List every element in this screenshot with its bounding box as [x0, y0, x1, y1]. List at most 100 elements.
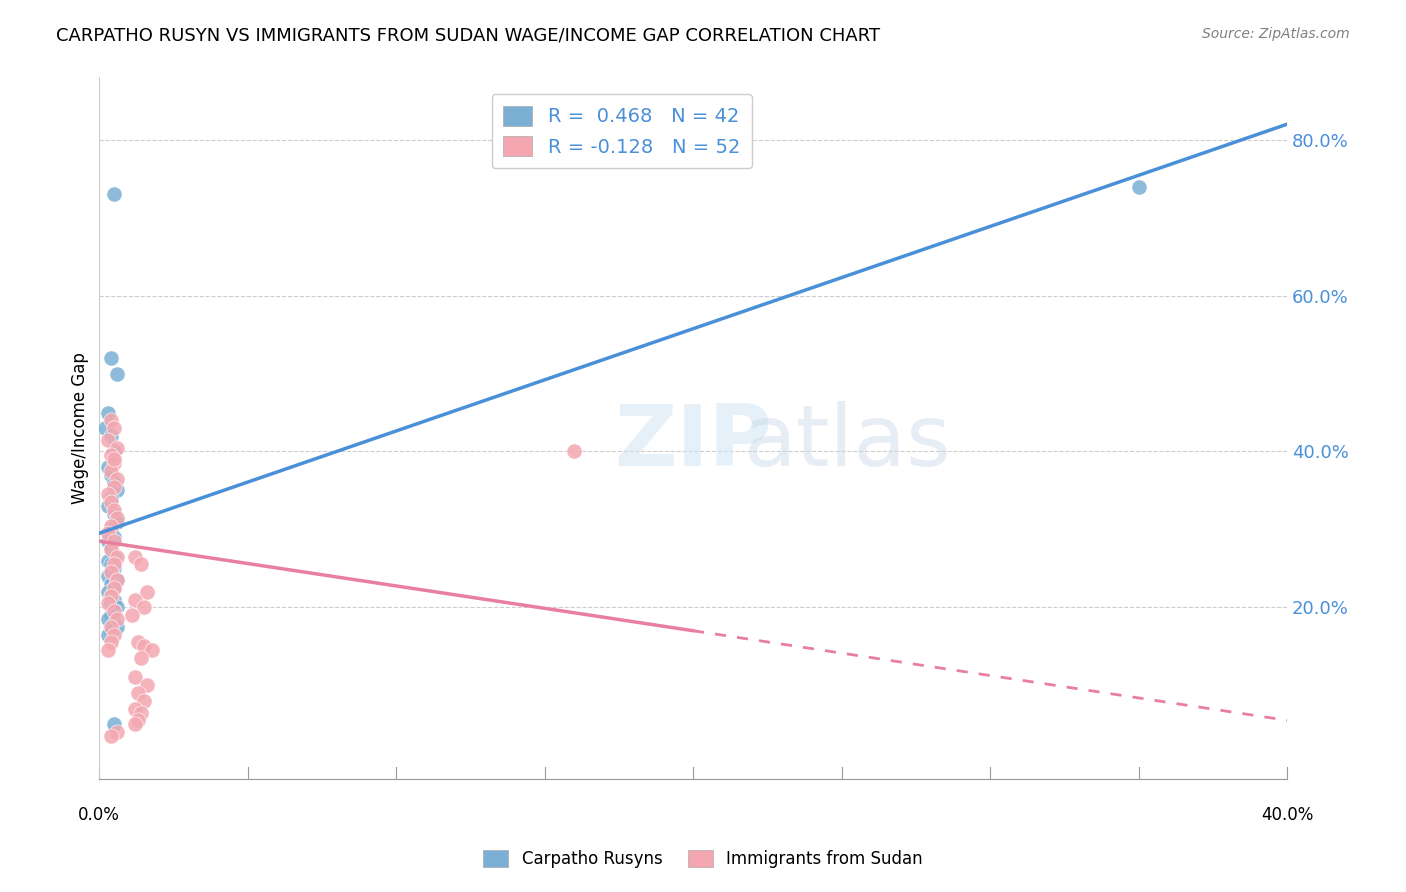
Point — [103, 507, 125, 521]
Point — [105, 367, 128, 381]
Legend: Carpatho Rusyns, Immigrants from Sudan: Carpatho Rusyns, Immigrants from Sudan — [477, 843, 929, 875]
Point — [97, 460, 120, 475]
Point — [100, 729, 122, 743]
Y-axis label: Wage/Income Gap: Wage/Income Gap — [72, 352, 89, 504]
Point — [132, 600, 155, 615]
Point — [100, 620, 122, 634]
Point — [124, 717, 146, 731]
Point — [129, 558, 152, 572]
Point — [124, 592, 146, 607]
Point — [135, 584, 157, 599]
Point — [132, 694, 155, 708]
Point — [100, 541, 122, 556]
Point — [100, 523, 122, 537]
Point — [103, 549, 125, 564]
Point — [97, 553, 120, 567]
Point — [129, 706, 152, 720]
Point — [100, 577, 122, 591]
Point — [97, 534, 120, 549]
Point — [103, 627, 125, 641]
Point — [105, 510, 128, 524]
Point — [103, 530, 125, 544]
Point — [100, 608, 122, 623]
Point — [100, 351, 122, 365]
Point — [97, 487, 120, 501]
Point — [105, 472, 128, 486]
Point — [103, 717, 125, 731]
Point — [94, 421, 117, 435]
Point — [100, 558, 122, 572]
Point — [562, 444, 585, 458]
Point — [124, 670, 146, 684]
Point — [97, 643, 120, 657]
Point — [103, 452, 125, 467]
Point — [105, 515, 128, 529]
Point — [103, 615, 125, 630]
Point — [127, 714, 149, 728]
Point — [105, 600, 128, 615]
Point — [105, 549, 128, 564]
Text: atlas: atlas — [744, 401, 952, 483]
Point — [100, 566, 122, 580]
Point — [103, 604, 125, 618]
Point — [100, 589, 122, 603]
Point — [103, 421, 125, 435]
Text: ZIP: ZIP — [614, 401, 772, 483]
Point — [121, 608, 143, 623]
Point — [97, 526, 120, 541]
Point — [97, 612, 120, 626]
Text: 40.0%: 40.0% — [1261, 806, 1313, 824]
Point — [97, 405, 120, 419]
Point — [103, 534, 125, 549]
Point — [100, 429, 122, 443]
Point — [105, 725, 128, 739]
Point — [105, 483, 128, 498]
Point — [105, 620, 128, 634]
Point — [100, 566, 122, 580]
Text: CARPATHO RUSYN VS IMMIGRANTS FROM SUDAN WAGE/INCOME GAP CORRELATION CHART: CARPATHO RUSYN VS IMMIGRANTS FROM SUDAN … — [56, 27, 880, 45]
Point — [103, 475, 125, 490]
Point — [103, 456, 125, 470]
Point — [97, 499, 120, 513]
Point — [100, 413, 122, 427]
Point — [103, 187, 125, 202]
Point — [97, 569, 120, 583]
Point — [124, 549, 146, 564]
Point — [132, 640, 155, 654]
Point — [100, 495, 122, 509]
Point — [141, 643, 163, 657]
Legend: R =  0.468   N = 42, R = -0.128   N = 52: R = 0.468 N = 42, R = -0.128 N = 52 — [492, 95, 752, 169]
Point — [100, 541, 122, 556]
Point — [100, 464, 122, 478]
Point — [103, 503, 125, 517]
Point — [124, 701, 146, 715]
Text: 0.0%: 0.0% — [79, 806, 120, 824]
Point — [103, 479, 125, 493]
Point — [103, 604, 125, 618]
Point — [105, 441, 128, 455]
Point — [100, 491, 122, 506]
Point — [105, 573, 128, 587]
Point — [100, 624, 122, 638]
Point — [100, 518, 122, 533]
Point — [135, 678, 157, 692]
Point — [97, 596, 120, 610]
Point — [103, 581, 125, 595]
Point — [105, 612, 128, 626]
Point — [127, 686, 149, 700]
Point — [97, 627, 120, 641]
Point — [1128, 179, 1150, 194]
Point — [97, 584, 120, 599]
Point — [100, 589, 122, 603]
Point — [100, 449, 122, 463]
Point — [103, 558, 125, 572]
Point — [105, 573, 128, 587]
Point — [129, 651, 152, 665]
Point — [127, 635, 149, 649]
Point — [100, 467, 122, 482]
Point — [103, 581, 125, 595]
Point — [103, 561, 125, 575]
Point — [103, 444, 125, 458]
Text: Source: ZipAtlas.com: Source: ZipAtlas.com — [1202, 27, 1350, 41]
Point — [97, 433, 120, 447]
